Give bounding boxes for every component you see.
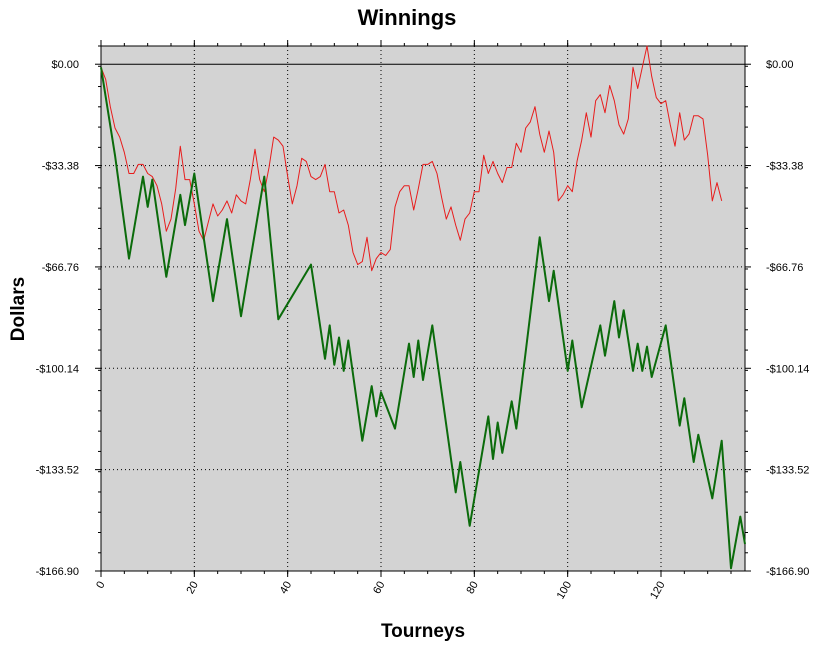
tick-labels: $0.00 $0.00 -$33.38 -$33.38 -$66.76 -$66.76 -$… xyxy=(36,59,810,601)
y-tick-label-left: -$33.38 xyxy=(42,161,79,173)
plot-area xyxy=(100,45,746,572)
y-tick-label-left: -$133.52 xyxy=(36,465,79,477)
x-tick-label: 0 xyxy=(94,580,107,591)
y-tick-label-left: $0.00 xyxy=(51,59,79,71)
grid-lines xyxy=(101,46,745,571)
y-tick-label-right: -$66.76 xyxy=(766,262,803,274)
y-tick-label-right: -$100.14 xyxy=(766,363,809,375)
series-lines xyxy=(100,45,746,570)
y-axis-title: Dollars xyxy=(8,277,29,341)
y-tick-label-right: -$166.90 xyxy=(766,566,809,578)
chart-title: Winnings xyxy=(358,5,457,30)
x-tick-label: 60 xyxy=(371,580,388,597)
y-tick-label-right: -$33.38 xyxy=(766,161,803,173)
y-tick-label-left: -$100.14 xyxy=(36,363,79,375)
y-tick-label-left: -$166.90 xyxy=(36,566,79,578)
x-tick-label: 80 xyxy=(464,580,481,597)
series-2-line xyxy=(100,67,746,570)
axis-ticks xyxy=(95,40,751,577)
y-tick-label-left: -$66.76 xyxy=(42,262,79,274)
y-tick-label-right: -$133.52 xyxy=(766,465,809,477)
x-tick-label: 120 xyxy=(648,580,668,602)
x-tick-label: 20 xyxy=(184,580,201,597)
y-tick-label-right: $0.00 xyxy=(766,59,794,71)
x-tick-label: 100 xyxy=(555,580,575,602)
x-axis-title: Tourneys xyxy=(381,621,465,642)
x-tick-label: 40 xyxy=(278,580,295,597)
